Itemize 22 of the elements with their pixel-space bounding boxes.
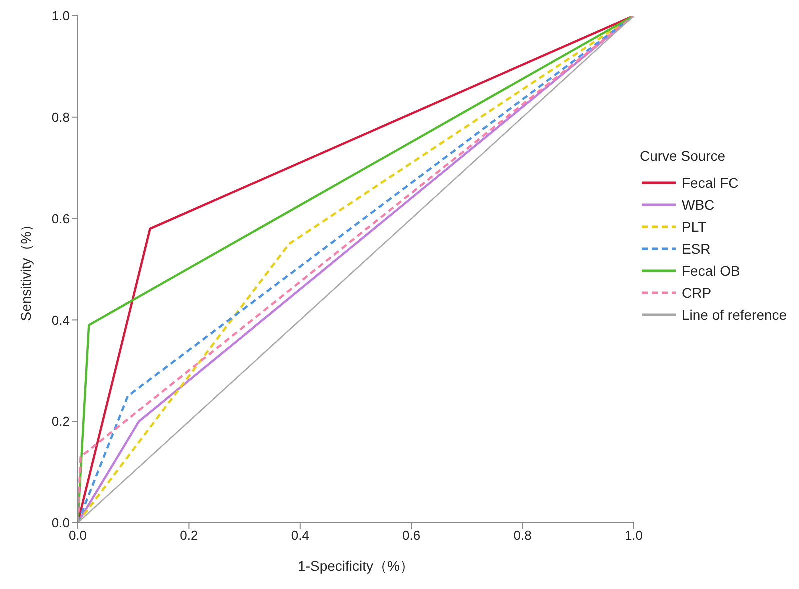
x-tick-label: 0.2 <box>180 528 198 544</box>
legend-label: Line of reference <box>682 307 788 323</box>
y-axis-title: Sensitivity（%） <box>18 218 34 322</box>
y-tick-label: 0.8 <box>52 110 70 126</box>
x-axis-title: 1-Specificity（%） <box>298 558 414 574</box>
x-tick-label: 0.4 <box>291 528 310 544</box>
x-tick-label: 0.8 <box>514 528 532 544</box>
y-tick-label: 1.0 <box>52 8 70 24</box>
legend-label: PLT <box>682 219 707 235</box>
legend-label: Fecal FC <box>682 175 739 191</box>
y-tick-label: 0.2 <box>52 414 70 430</box>
legend-label: WBC <box>682 197 715 213</box>
y-tick-label: 0.0 <box>52 516 70 531</box>
legend-label: ESR <box>682 241 711 257</box>
legend-title: Curve Source <box>640 148 727 164</box>
x-tick-label: 0.6 <box>402 528 421 544</box>
y-tick-label: 0.4 <box>52 312 70 328</box>
x-tick-label: 0.0 <box>68 528 88 544</box>
legend-label: CRP <box>682 285 712 301</box>
legend-label: Fecal OB <box>682 263 740 279</box>
y-tick-label: 0.6 <box>52 211 70 226</box>
x-tick-label: 1.0 <box>624 528 644 544</box>
